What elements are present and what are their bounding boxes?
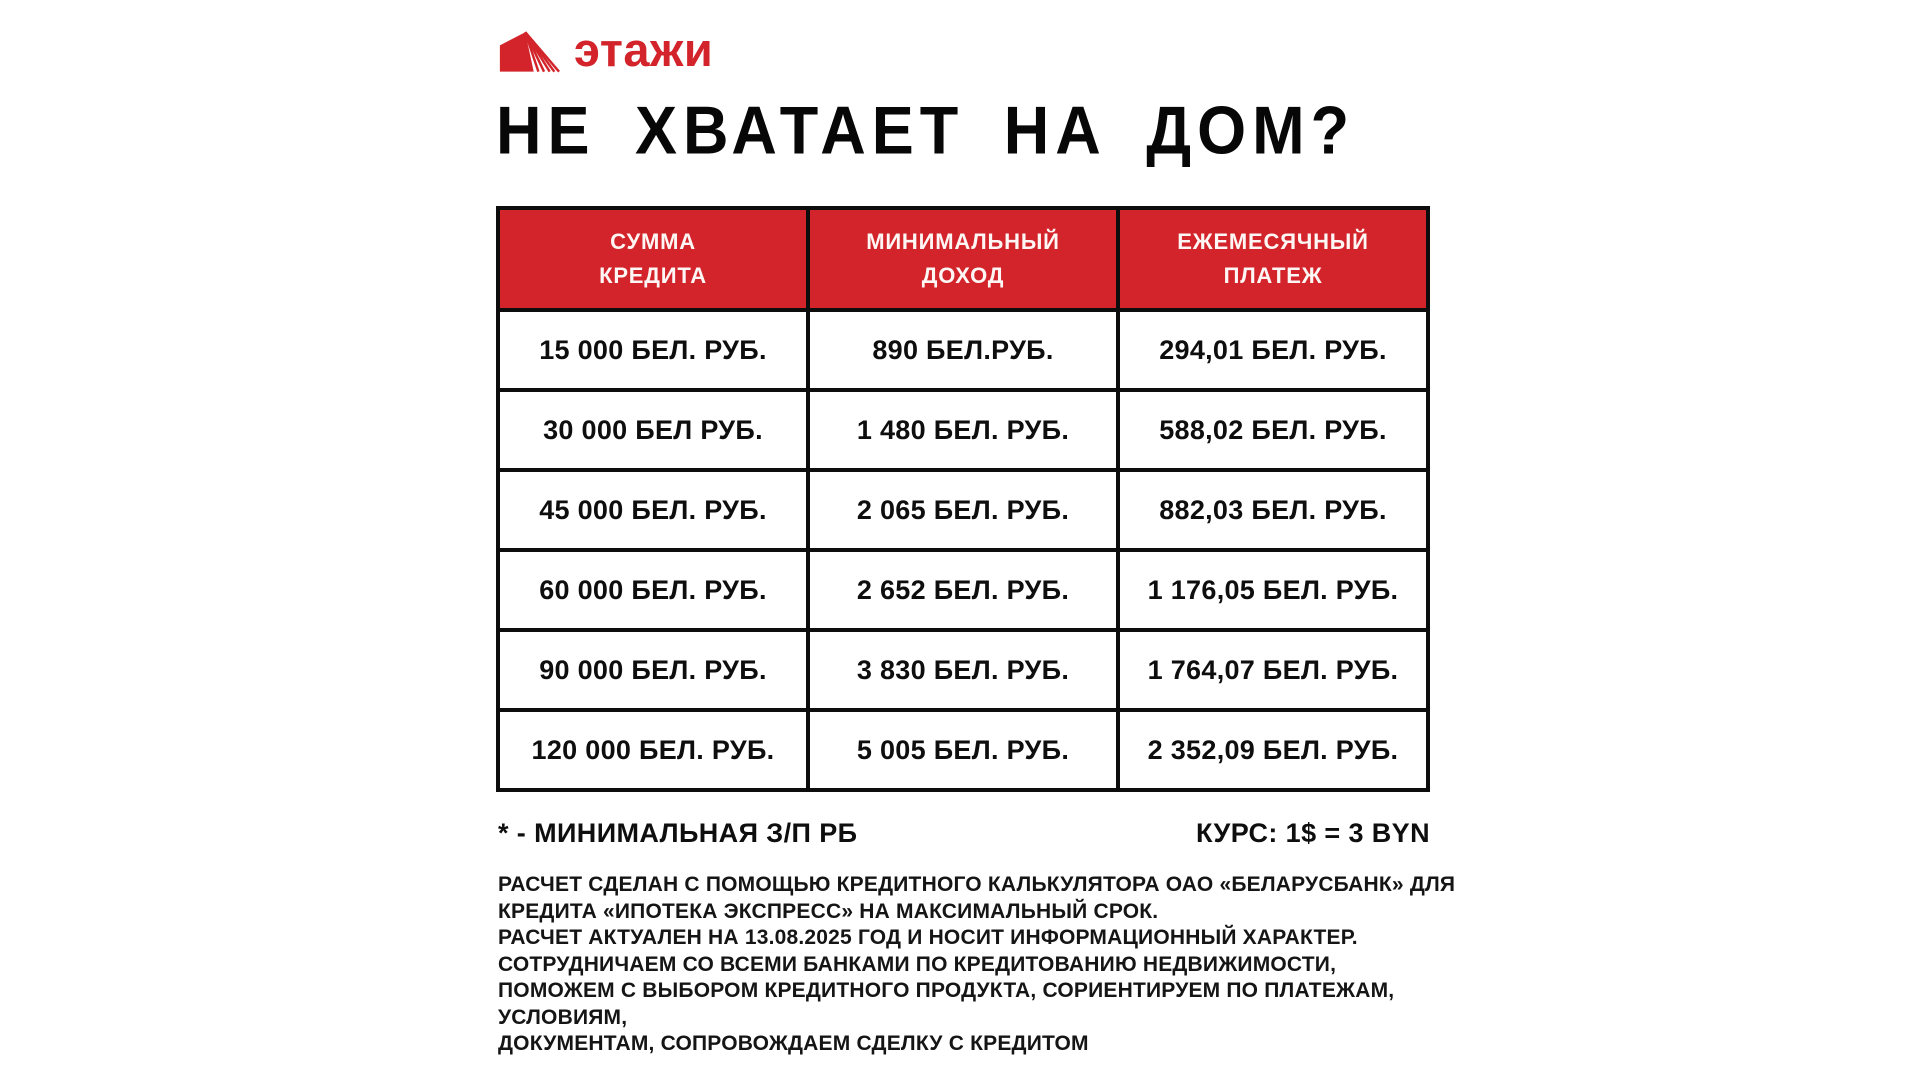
- cell-min-income: 1 480 БЕЛ. РУБ.: [806, 388, 1120, 472]
- table-row: 30 000 БЕЛ РУБ. 1 480 БЕЛ. РУБ. 588,02 Б…: [496, 388, 1430, 472]
- cell-min-income: 890 БЕЛ.РУБ.: [806, 308, 1120, 392]
- logo-text: этажи: [574, 23, 714, 76]
- cell-credit-sum: 90 000 БЕЛ. РУБ.: [496, 628, 810, 712]
- page-title: НЕ ХВАТАЕТ НА ДОМ?: [496, 93, 1356, 169]
- cell-min-income: 3 830 БЕЛ. РУБ.: [806, 628, 1120, 712]
- table-row: 60 000 БЕЛ. РУБ. 2 652 БЕЛ. РУБ. 1 176,0…: [496, 548, 1430, 632]
- table-row: 90 000 БЕЛ. РУБ. 3 830 БЕЛ. РУБ. 1 764,0…: [496, 628, 1430, 712]
- disclaimer-text: РАСЧЕТ СДЕЛАН С ПОМОЩЬЮ КРЕДИТНОГО КАЛЬК…: [498, 873, 1456, 1055]
- cell-monthly-payment: 588,02 БЕЛ. РУБ.: [1116, 388, 1430, 472]
- footnote-min-salary: * - МИНИМАЛЬНАЯ З/П РБ: [498, 818, 858, 848]
- header-row: СУММА КРЕДИТА МИНИМАЛЬНЫЙ ДОХОД ЕЖЕМЕСЯЧ…: [496, 206, 1430, 312]
- credit-table-header: СУММА КРЕДИТА МИНИМАЛЬНЫЙ ДОХОД ЕЖЕМЕСЯЧ…: [496, 206, 1430, 312]
- cell-credit-sum: 15 000 БЕЛ. РУБ.: [496, 308, 810, 392]
- table-row: 15 000 БЕЛ. РУБ. 890 БЕЛ.РУБ. 294,01 БЕЛ…: [496, 308, 1430, 392]
- cell-monthly-payment: 294,01 БЕЛ. РУБ.: [1116, 308, 1430, 392]
- cell-credit-sum: 120 000 БЕЛ. РУБ.: [496, 708, 810, 792]
- cell-credit-sum: 30 000 БЕЛ РУБ.: [496, 388, 810, 472]
- table-row: 45 000 БЕЛ. РУБ. 2 065 БЕЛ. РУБ. 882,03 …: [496, 468, 1430, 552]
- cell-monthly-payment: 1 764,07 БЕЛ. РУБ.: [1116, 628, 1430, 712]
- col-header-monthly-payment: ЕЖЕМЕСЯЧНЫЙ ПЛАТЕЖ: [1116, 206, 1430, 312]
- footnote-exchange-rate: КУРС: 1$ = 3 BYN: [1195, 818, 1430, 848]
- etazhi-logo: этажи: [498, 26, 713, 75]
- cell-credit-sum: 60 000 БЕЛ. РУБ.: [496, 548, 810, 632]
- cell-monthly-payment: 2 352,09 БЕЛ. РУБ.: [1116, 708, 1430, 792]
- house-logo-icon: [499, 30, 560, 72]
- cell-min-income: 2 652 БЕЛ. РУБ.: [806, 548, 1120, 632]
- table-row: 120 000 БЕЛ. РУБ. 5 005 БЕЛ. РУБ. 2 352,…: [496, 708, 1430, 792]
- credit-table-body: 15 000 БЕЛ. РУБ. 890 БЕЛ.РУБ. 294,01 БЕЛ…: [496, 308, 1430, 792]
- col-header-min-income: МИНИМАЛЬНЫЙ ДОХОД: [806, 206, 1120, 312]
- cell-credit-sum: 45 000 БЕЛ. РУБ.: [496, 468, 810, 552]
- cell-min-income: 2 065 БЕЛ. РУБ.: [806, 468, 1120, 552]
- cell-monthly-payment: 1 176,05 БЕЛ. РУБ.: [1116, 548, 1430, 632]
- cell-monthly-payment: 882,03 БЕЛ. РУБ.: [1116, 468, 1430, 552]
- cell-min-income: 5 005 БЕЛ. РУБ.: [806, 708, 1120, 792]
- col-header-credit-sum: СУММА КРЕДИТА: [496, 206, 810, 312]
- credit-table: СУММА КРЕДИТА МИНИМАЛЬНЫЙ ДОХОД ЕЖЕМЕСЯЧ…: [496, 206, 1430, 792]
- footnote-row: * - МИНИМАЛЬНАЯ З/П РБ КУРС: 1$ = 3 BYN: [498, 818, 1430, 849]
